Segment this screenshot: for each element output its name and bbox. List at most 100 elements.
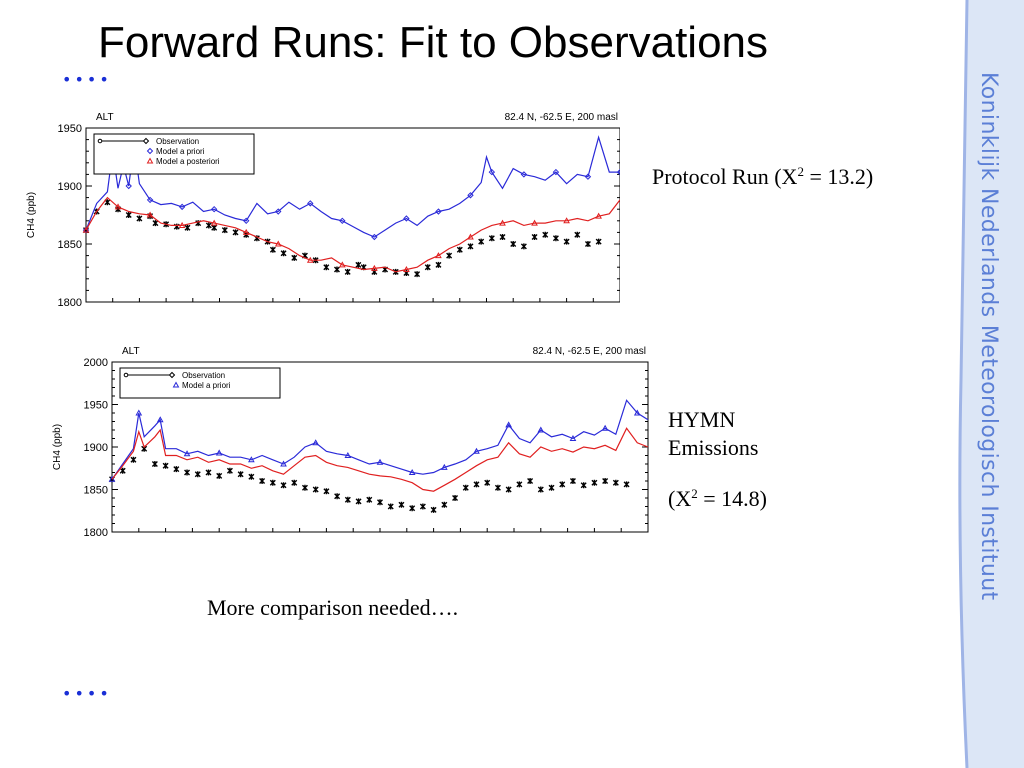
model-series-2-line bbox=[111, 427, 649, 492]
model-a-posteriori-marker bbox=[210, 219, 218, 226]
caption-hymn-value: (X2 = 14.8) bbox=[668, 486, 767, 512]
model-a-priori-marker bbox=[146, 196, 154, 204]
observation-point bbox=[344, 268, 351, 275]
observation-point bbox=[205, 469, 212, 476]
model-a-posteriori-marker bbox=[338, 261, 346, 268]
model-a-priori-marker bbox=[307, 200, 314, 207]
location-label: 82.4 N, -62.5 E, 200 masl bbox=[505, 112, 618, 123]
model-a-posteriori-marker bbox=[178, 221, 186, 228]
caption-hymn-tail: = 14.8) bbox=[697, 486, 767, 511]
observation-point bbox=[531, 234, 538, 241]
caption-protocol-sup: 2 bbox=[797, 164, 804, 179]
legend-marker bbox=[146, 157, 154, 164]
model-a-priori-marker bbox=[210, 205, 218, 213]
chart-2-svg: ALT 82.4 N, -62.5 E, 200 masl CH4 (ppb) 180… bbox=[52, 346, 649, 539]
observation-point bbox=[527, 478, 534, 484]
slide-title: Forward Runs: Fit to Observations bbox=[98, 18, 769, 67]
location-label: 82.4 N, -62.5 E, 200 masl bbox=[533, 346, 646, 357]
observation-point bbox=[462, 484, 469, 491]
observation-point bbox=[211, 224, 218, 231]
observation-point bbox=[280, 482, 287, 489]
observation-point bbox=[430, 506, 437, 513]
observation-point bbox=[563, 238, 570, 245]
model-a-priori-marker bbox=[280, 460, 287, 467]
observation-point bbox=[237, 471, 244, 478]
model-a-priori-marker bbox=[156, 416, 164, 423]
model-a-priori-marker bbox=[275, 208, 282, 215]
model-a-priori-marker bbox=[215, 449, 223, 456]
model-a-posteriori-line bbox=[85, 196, 620, 273]
observation-point bbox=[344, 496, 351, 503]
y-tick-label: 1950 bbox=[58, 123, 82, 135]
observation-point bbox=[173, 223, 180, 230]
model-a-priori-marker bbox=[584, 173, 592, 180]
observation-point bbox=[584, 241, 591, 247]
caption-hymn-emissions: HYMN Emissions bbox=[668, 407, 759, 460]
observation-point bbox=[409, 505, 416, 512]
observation-point bbox=[499, 234, 506, 241]
observation-point bbox=[398, 501, 405, 508]
observation-point bbox=[591, 479, 598, 486]
model-a-priori-marker bbox=[569, 434, 577, 441]
observation-point bbox=[312, 486, 319, 493]
model-a-priori-marker bbox=[435, 208, 442, 215]
model-a-posteriori-marker bbox=[306, 256, 314, 263]
model-a-priori-marker bbox=[108, 475, 116, 482]
y-axis-label: CH4 (ppb) bbox=[52, 424, 63, 470]
model-a-posteriori-marker bbox=[403, 265, 410, 273]
legend-marker bbox=[168, 371, 176, 379]
model-a-priori-marker bbox=[408, 468, 416, 475]
model-a-priori-marker bbox=[339, 217, 346, 225]
observation-point bbox=[505, 486, 512, 493]
model-a-posteriori-marker bbox=[595, 212, 602, 219]
legend-marker bbox=[172, 381, 180, 388]
y-tick-label: 1800 bbox=[58, 297, 82, 309]
model-a-priori-marker bbox=[552, 168, 560, 176]
sidebar-band bbox=[958, 0, 1024, 768]
observation-point bbox=[435, 261, 442, 268]
observation-point bbox=[323, 488, 330, 495]
observation-point bbox=[414, 271, 421, 278]
observation-point bbox=[216, 472, 223, 479]
observation-point bbox=[424, 264, 431, 271]
model-a-posteriori-marker bbox=[499, 219, 506, 226]
observation-point bbox=[366, 496, 373, 503]
model-a-posteriori-marker bbox=[435, 252, 442, 259]
observation-point bbox=[552, 235, 559, 242]
station-label: ALT bbox=[122, 346, 140, 357]
observation-point bbox=[152, 220, 159, 227]
observation-point bbox=[441, 501, 448, 508]
y-tick-label: 1850 bbox=[58, 239, 82, 251]
model-a-priori-marker bbox=[312, 439, 320, 446]
observation-point bbox=[162, 462, 169, 469]
model-a-priori-marker bbox=[135, 409, 143, 416]
observation-point bbox=[387, 503, 394, 510]
observation-point bbox=[478, 238, 485, 245]
model-a-priori-marker bbox=[376, 458, 384, 465]
observation-point bbox=[205, 222, 212, 229]
model-a-priori-marker bbox=[488, 168, 496, 176]
model-a-priori-marker bbox=[178, 203, 186, 211]
model-a-posteriori-marker bbox=[371, 264, 378, 271]
model-a-posteriori-marker bbox=[467, 233, 474, 240]
observation-point bbox=[419, 503, 426, 510]
observation-point bbox=[301, 484, 308, 491]
observation-point bbox=[259, 478, 266, 484]
observation-point bbox=[136, 215, 143, 222]
observation-point bbox=[542, 231, 549, 238]
model-a-posteriori-marker bbox=[531, 219, 538, 226]
y-tick-label: 1850 bbox=[84, 485, 108, 497]
model-a-priori-line bbox=[111, 399, 649, 480]
observation-point bbox=[494, 484, 501, 491]
model-a-priori-marker bbox=[440, 463, 448, 470]
model-a-priori-marker bbox=[616, 168, 620, 176]
observation-point bbox=[574, 231, 581, 238]
y-tick-label: 1900 bbox=[84, 442, 108, 454]
observation-point bbox=[226, 467, 233, 474]
observation-point bbox=[221, 227, 228, 234]
model-a-priori-marker bbox=[248, 456, 255, 463]
legend-marker bbox=[146, 147, 154, 155]
observation-point bbox=[119, 467, 126, 474]
model-a-priori-line bbox=[85, 135, 620, 238]
observation-point bbox=[484, 479, 491, 486]
